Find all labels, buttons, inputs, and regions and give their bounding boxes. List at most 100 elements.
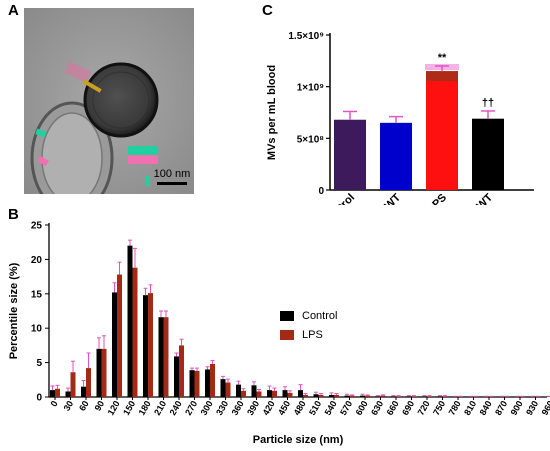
scale-bar-label: 100 nm [154, 168, 191, 180]
b-bar-control [81, 386, 86, 397]
b-x-tick-label: 810 [462, 399, 478, 417]
b-bar-control [65, 391, 71, 397]
b-bar-lps [272, 390, 277, 397]
b-x-tick-label: 90 [93, 399, 107, 413]
b-x-tick-label: 750 [431, 399, 447, 417]
b-bar-lps [163, 317, 169, 397]
b-x-tick-label: 330 [214, 399, 230, 417]
b-bar-lps [411, 396, 417, 397]
scale-bar [157, 182, 187, 185]
b-bar-lps [287, 392, 293, 397]
b-bar-lps [303, 394, 308, 397]
b-x-tick-label: 600 [354, 399, 370, 417]
c-bar [334, 119, 366, 190]
c-x-tick-label: LPS [425, 192, 449, 205]
c-y-tick-label: 1×10⁹ [297, 83, 325, 94]
b-bar-lps [396, 396, 401, 397]
b-bar-lps [132, 267, 138, 397]
b-x-tick-label: 660 [385, 399, 401, 417]
b-x-axis-label: Particle size (nm) [253, 434, 344, 446]
panel-a-letter: A [8, 2, 19, 19]
b-bar-control [50, 390, 55, 397]
b-bar-lps [179, 345, 184, 397]
b-bar-control [360, 395, 365, 397]
b-x-tick-label: 60 [77, 399, 91, 413]
b-x-tick-label: 780 [447, 399, 463, 417]
b-bar-control [236, 384, 241, 397]
b-bar-control [313, 394, 319, 397]
c-y-tick-label: 0 [318, 186, 324, 197]
c-bar [426, 71, 458, 190]
cell-membrane-inner [41, 112, 103, 194]
c-x-tick-label: A5 WT [370, 191, 403, 205]
b-bar-control [127, 245, 133, 397]
b-bar-lps [365, 395, 370, 397]
annexin-label-pink [64, 61, 92, 83]
b-x-tick-label: 960 [540, 399, 550, 417]
b-bar-lps [225, 382, 231, 397]
b-x-tick-label: 390 [245, 399, 261, 417]
b-x-tick-label: 240 [168, 399, 184, 417]
b-x-tick-label: 720 [416, 399, 432, 417]
b-x-tick-label: 570 [338, 399, 354, 417]
c-y-axis-label: MVs per mL blood [266, 65, 278, 160]
c-significance-label: ** [438, 52, 447, 64]
b-x-tick-label: 30 [62, 399, 76, 413]
b-x-tick-label: 900 [509, 399, 525, 417]
b-bar-control [282, 390, 288, 397]
legend-item-control: Control [280, 306, 337, 325]
b-x-tick-label: 450 [276, 399, 292, 417]
microvesicle [83, 62, 159, 138]
b-bar-control [96, 348, 102, 397]
b-x-tick-label: 300 [199, 399, 215, 417]
b-y-tick-label: 25 [31, 221, 43, 232]
b-x-tick-label: 150 [121, 399, 137, 417]
panel-c-letter: C [262, 2, 273, 19]
annexin-dot-1 [35, 128, 47, 138]
c-bar [380, 122, 412, 190]
b-bar-lps [334, 394, 339, 397]
b-y-axis-label: Percentile size (%) [8, 262, 20, 359]
b-bar-control [422, 396, 427, 397]
b-bar-control [143, 295, 148, 397]
b-bar-control [205, 369, 210, 397]
b-x-tick-label: 0 [49, 399, 60, 408]
b-x-tick-label: 360 [230, 399, 246, 417]
c-y-tick-label: 1.5×10⁹ [288, 31, 324, 42]
b-bar-control [220, 379, 226, 397]
b-bar-control [267, 390, 272, 397]
b-bar-control [189, 370, 195, 397]
annexin-label-teal [128, 146, 158, 155]
b-bar-control [112, 292, 117, 397]
b-bar-lps [117, 274, 122, 397]
chart-c: 0 5×10⁸ 1×10⁹ 1.5×10⁹ MVs per mL blood Contro… [266, 31, 534, 205]
b-bar-control [158, 317, 164, 397]
b-bar-control [437, 396, 443, 397]
b-x-tick-label: 870 [493, 399, 509, 417]
annexin-label-gold [82, 79, 102, 93]
b-bar-control [174, 356, 179, 397]
b-bar-lps [210, 363, 215, 397]
b-bar-control [251, 385, 257, 397]
annexin-label-magenta [128, 155, 158, 164]
b-bar-lps [349, 395, 355, 397]
c-y-tick-label: 5×10⁸ [297, 134, 325, 145]
b-bar-lps [70, 372, 76, 397]
electron-micrograph: 100 nm [24, 8, 194, 194]
chart-b-legend: Control LPS [280, 306, 337, 344]
b-x-tick-label: 840 [478, 399, 494, 417]
b-y-tick-label: 0 [36, 393, 42, 404]
b-y-tick-label: 15 [31, 289, 43, 300]
b-bar-control [329, 394, 334, 397]
b-x-tick-label: 180 [137, 399, 153, 417]
b-x-tick-label: 480 [292, 399, 308, 417]
c-bar-cap-overlay [426, 71, 458, 82]
b-bar-lps [380, 395, 386, 397]
annexin-dot-3 [146, 176, 150, 186]
b-x-tick-label: 630 [369, 399, 385, 417]
legend-label-lps: LPS [302, 328, 323, 341]
c-bar [472, 118, 504, 190]
b-bar-lps [86, 368, 91, 397]
b-bar-control [391, 396, 396, 397]
